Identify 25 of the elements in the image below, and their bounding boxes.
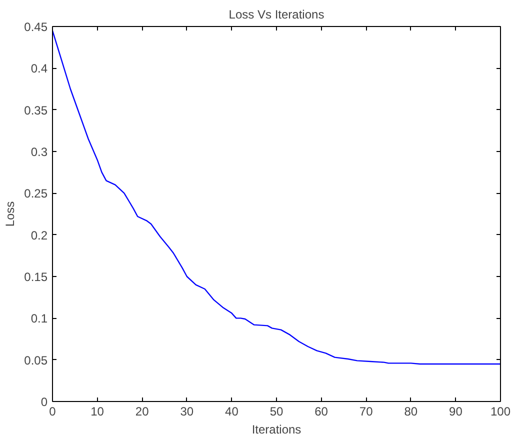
y-tick-label: 0.35 [24, 103, 48, 118]
x-tick-label: 10 [90, 404, 104, 418]
y-tick-label: 0.3 [30, 145, 48, 159]
line-series [52, 30, 500, 365]
y-tick-label: 0.05 [24, 353, 48, 368]
x-tick-label: 20 [135, 404, 150, 418]
x-tick-label: 90 [449, 404, 463, 418]
x-tick-label: 0 [49, 404, 56, 418]
y-tick-label: 0.1 [30, 312, 48, 326]
y-tick-label: 0 [40, 395, 48, 409]
y-tick-label: 0.45 [24, 20, 48, 34]
x-tick-label: 100 [490, 404, 511, 418]
x-tick-label: 70 [359, 404, 374, 418]
y-tick-label: 0.2 [30, 228, 48, 242]
x-tick-label: 50 [270, 404, 284, 418]
y-axis-title: Loss [3, 201, 18, 227]
x-tick-label: 80 [404, 404, 418, 418]
chart-title: Loss Vs Iterations [228, 8, 324, 22]
x-axis-title: Iterations [252, 422, 302, 436]
x-tick-label: 60 [314, 404, 328, 418]
y-tick-label: 0.4 [30, 62, 48, 76]
x-tick-label: 30 [180, 404, 194, 418]
y-tick-label: 0.15 [24, 270, 48, 284]
y-tick-label: 0.25 [24, 186, 48, 201]
x-tick-label: 40 [225, 404, 239, 418]
